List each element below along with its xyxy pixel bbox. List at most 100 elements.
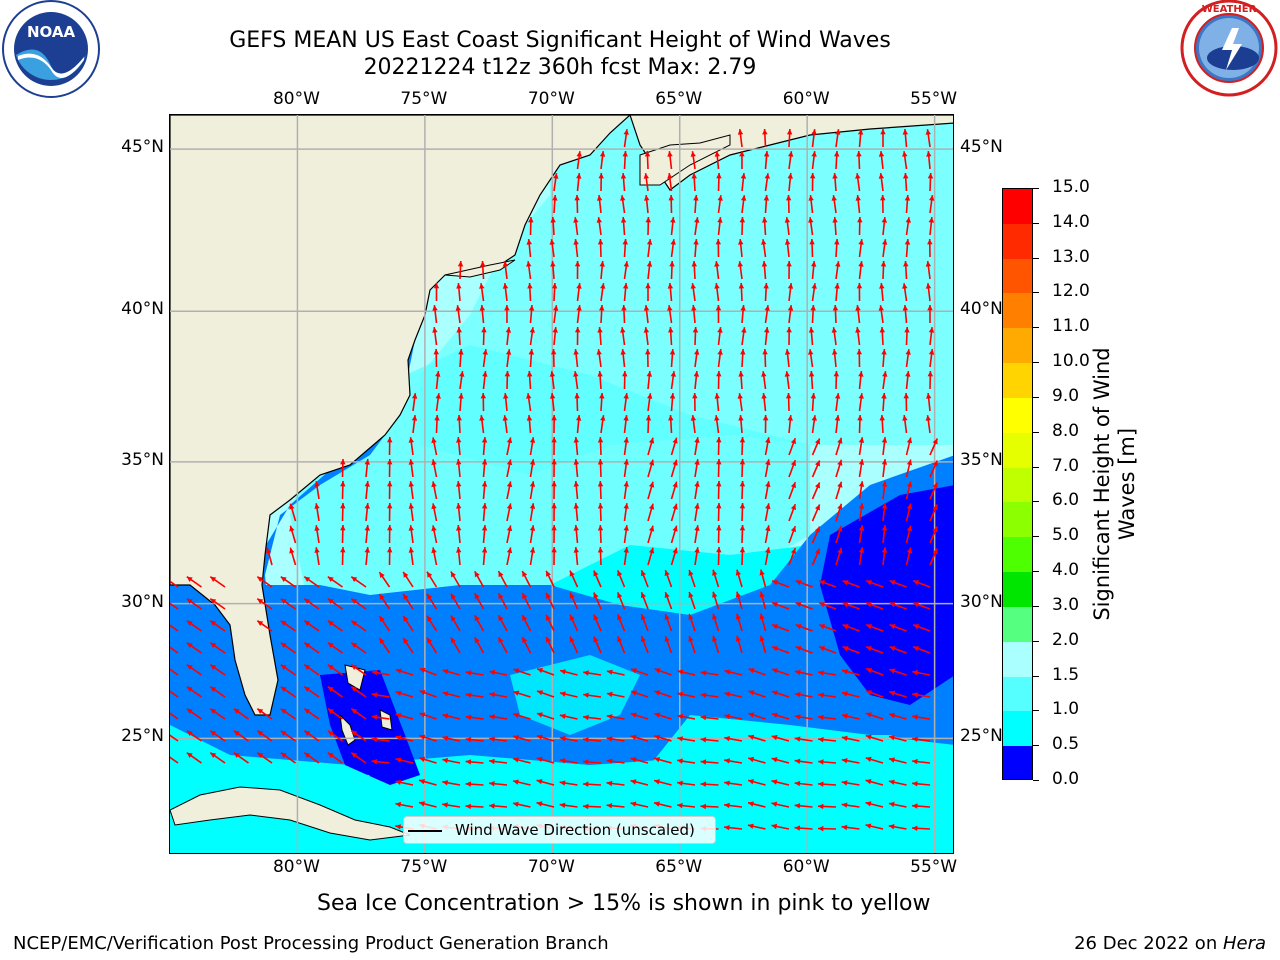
wind-wave-arrowhead — [280, 642, 287, 648]
wind-wave-arrowhead — [668, 415, 674, 421]
wind-wave-arrowhead — [526, 239, 532, 245]
wind-wave-arrowhead — [327, 730, 334, 736]
wind-wave-arrowhead — [902, 129, 909, 135]
wind-wave-arrowhead — [819, 646, 825, 652]
wind-wave-arrowhead — [526, 415, 533, 421]
wind-wave-arrowhead — [735, 591, 741, 598]
wind-wave-arrowhead — [630, 690, 637, 696]
colorbar-tick-label: 8.0 — [1052, 420, 1080, 441]
wind-wave-arrowhead — [456, 481, 462, 487]
wind-wave-arrowhead — [596, 195, 603, 201]
wind-wave-arrowhead — [266, 547, 272, 554]
bahamas-island-1 — [339, 713, 356, 746]
colorbar-tick-mark — [1033, 431, 1039, 433]
sea-ice-note: Sea Ice Concentration > 15% is shown in … — [317, 891, 931, 916]
wind-wave-arrowhead — [433, 349, 439, 355]
wind-wave-arrowhead — [932, 482, 938, 489]
wind-wave-arrowhead — [857, 129, 864, 135]
wind-wave-arrowhead — [787, 305, 794, 311]
wind-wave-arrowhead — [667, 151, 673, 157]
wind-wave-arrowhead — [881, 459, 888, 465]
wind-wave-arrowhead — [573, 437, 579, 443]
wind-wave-arrowhead — [724, 758, 730, 764]
wind-wave-arrowhead — [364, 547, 370, 553]
wind-wave-arrowhead — [700, 670, 707, 676]
wind-wave-arrowhead — [379, 616, 385, 622]
wind-wave-arrowhead — [818, 670, 824, 676]
wind-wave-arrowhead — [842, 646, 849, 652]
wind-wave-arrowhead — [481, 437, 488, 443]
wind-wave-arrowhead — [784, 217, 791, 223]
wind-wave-arrowhead — [879, 327, 885, 333]
wind-wave-arrowhead — [772, 668, 778, 674]
wind-wave-arrowhead — [186, 642, 193, 648]
wind-wave-arrowhead — [737, 129, 744, 135]
wind-wave-arrowhead — [669, 349, 676, 355]
wind-wave-arrowhead — [700, 759, 707, 765]
wind-wave-arrowhead — [622, 151, 628, 157]
wind-wave-arrowhead — [622, 283, 629, 289]
wind-wave-arrowhead — [889, 668, 896, 674]
wind-wave-arrowhead — [928, 217, 935, 223]
wind-wave-arrowhead — [787, 283, 794, 289]
colorbar-segment — [1003, 572, 1032, 608]
wind-wave-arrowhead — [740, 349, 746, 355]
wind-wave-arrowhead — [640, 636, 646, 643]
wind-wave-arrowhead — [763, 195, 770, 201]
wind-wave-arrowhead — [670, 217, 676, 223]
wind-wave-arrowhead — [748, 734, 755, 740]
wind-wave-arrowhead — [748, 690, 755, 696]
wind-wave-arrowhead — [879, 415, 885, 421]
wind-wave-arrowhead — [623, 481, 629, 487]
wind-wave-arrowhead — [442, 735, 449, 741]
wind-wave-arrowhead — [904, 327, 910, 333]
wind-wave-arrowhead — [889, 646, 896, 652]
wind-wave-arrowhead — [667, 283, 674, 289]
wind-wave-arrowhead — [456, 415, 462, 421]
wind-wave-arrowhead — [411, 415, 418, 421]
wind-wave-arrowhead — [841, 758, 848, 764]
wind-wave-arrowhead — [739, 525, 746, 531]
wind-wave-arrowhead — [855, 195, 861, 201]
wind-wave-arrow — [170, 646, 179, 654]
colorbar-segment — [1003, 467, 1032, 503]
wind-wave-arrowhead — [905, 217, 911, 223]
wind-wave-arrowhead — [551, 481, 557, 487]
wind-wave-arrowhead — [932, 504, 938, 511]
colorbar-tick-mark — [1033, 780, 1039, 781]
wind-wave-arrowhead — [794, 714, 801, 720]
wind-wave-arrowhead — [762, 415, 769, 421]
wind-wave-arrowhead — [866, 624, 872, 630]
wind-wave-arrowhead — [583, 692, 589, 698]
wind-wave-arrowhead — [786, 261, 792, 267]
lon-label-bottom: 70°W — [527, 857, 575, 877]
wind-wave-arrowhead — [837, 525, 843, 532]
wind-wave-arrowhead — [866, 646, 872, 652]
wind-wave-arrowhead — [761, 261, 768, 267]
wind-wave-arrowhead — [606, 714, 613, 720]
wind-wave-arrowhead — [837, 547, 843, 554]
wind-wave-arrowhead — [648, 481, 655, 488]
wind-wave-arrowhead — [810, 305, 816, 311]
wind-wave-arrowhead — [327, 708, 334, 714]
wind-wave-arrowhead — [694, 217, 700, 223]
wind-wave-arrowhead — [842, 691, 848, 697]
bahamas-island-2 — [379, 709, 393, 731]
wind-wave-arrowhead — [878, 173, 885, 179]
wind-wave-arrowhead — [606, 736, 613, 742]
wind-wave-arrowhead — [621, 305, 627, 311]
wind-wave-arrowhead — [623, 437, 629, 443]
wind-wave-arrowhead — [210, 708, 217, 714]
wind-wave-arrowhead — [280, 686, 287, 692]
wind-wave-arrowhead — [927, 305, 933, 311]
wind-wave-arrowhead — [879, 283, 885, 289]
colorbar-tick-label: 1.0 — [1052, 699, 1080, 720]
wind-wave-arrowhead — [858, 261, 864, 267]
wind-wave-arrowhead — [640, 614, 646, 621]
wind-wave-arrowhead — [304, 598, 311, 604]
wind-wave-arrowhead — [694, 481, 700, 487]
colorbar-tick-mark — [1033, 362, 1039, 364]
wind-wave-arrowhead — [489, 669, 496, 676]
colorbar-tick-mark — [1033, 605, 1039, 607]
wind-wave-arrowhead — [434, 415, 440, 421]
